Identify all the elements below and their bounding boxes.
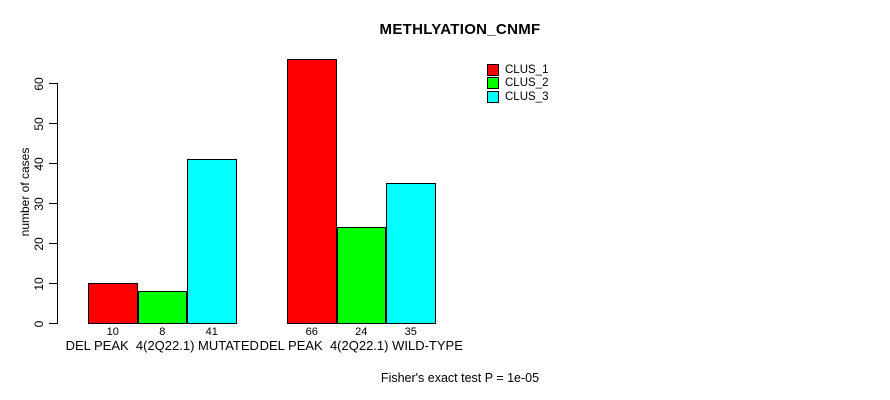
bar-value-label: 35 bbox=[404, 326, 417, 338]
annotation-fisher-test: Fisher's exact test P = 1e-05 bbox=[380, 371, 540, 385]
bar-clus_1-1 bbox=[88, 283, 138, 324]
y-axis-line bbox=[57, 83, 58, 324]
y-axis-tick bbox=[49, 83, 57, 84]
y-tick-label: 40 bbox=[32, 156, 46, 171]
y-axis-tick bbox=[49, 243, 57, 244]
bar-value-label: 24 bbox=[355, 326, 368, 338]
y-axis-tick bbox=[49, 123, 57, 124]
y-axis-tick bbox=[49, 203, 57, 204]
y-tick-label: 50 bbox=[32, 116, 46, 131]
bar-clus_2-2 bbox=[336, 227, 386, 324]
legend-item-clus_3: CLUS_3 bbox=[487, 90, 548, 104]
legend: CLUS_1 CLUS_2 CLUS_3 bbox=[487, 63, 548, 104]
bar-value-label: 10 bbox=[106, 326, 119, 338]
y-axis-tick bbox=[49, 163, 57, 164]
bar-clus_3-1 bbox=[187, 159, 237, 324]
y-tick-label: 30 bbox=[32, 196, 46, 211]
legend-item-clus_1: CLUS_1 bbox=[487, 63, 548, 77]
y-tick-label: 0 bbox=[32, 320, 46, 327]
legend-label: CLUS_3 bbox=[505, 90, 549, 103]
y-tick-label: 10 bbox=[32, 276, 46, 291]
y-axis-tick bbox=[49, 323, 57, 324]
bar-value-label: 41 bbox=[205, 326, 218, 338]
x-category-label: DEL PEAK 4(2Q22.1) WILD-TYPE bbox=[259, 338, 463, 353]
legend-swatch-clus_1 bbox=[487, 63, 499, 76]
y-tick-label: 20 bbox=[32, 236, 46, 251]
legend-swatch-clus_2 bbox=[487, 77, 499, 90]
legend-label: CLUS_1 bbox=[505, 63, 549, 76]
bar-clus_1-2 bbox=[287, 59, 337, 324]
bar-clus_2-1 bbox=[137, 291, 187, 324]
chart-title: METHLYATION_CNMF bbox=[379, 21, 541, 38]
legend-item-clus_2: CLUS_2 bbox=[487, 77, 548, 91]
legend-label: CLUS_2 bbox=[505, 77, 549, 90]
y-tick-label: 60 bbox=[32, 76, 46, 91]
bar-value-label: 8 bbox=[159, 326, 166, 338]
bar-clus_3-2 bbox=[386, 183, 436, 324]
bar-value-label: 66 bbox=[305, 326, 318, 338]
legend-swatch-clus_3 bbox=[487, 90, 499, 103]
x-category-label: DEL PEAK 4(2Q22.1) MUTATED bbox=[65, 338, 259, 353]
y-axis-tick bbox=[49, 283, 57, 284]
